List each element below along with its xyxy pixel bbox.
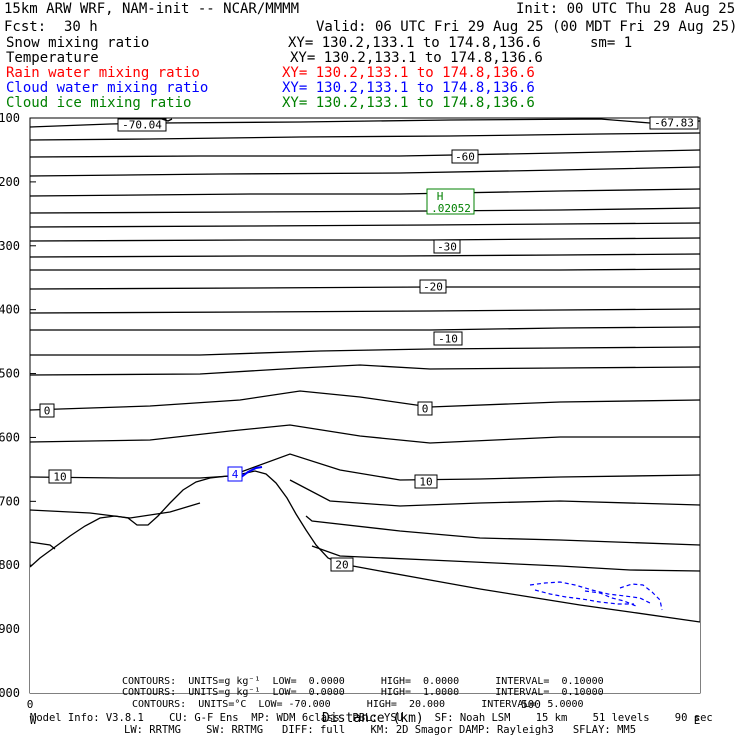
contour-label-box [48,469,72,484]
isotherm-line [29,390,701,411]
isotherm-line [29,286,700,290]
field-name: Cloud water mixing ratio [6,80,209,96]
x-end-label: E [694,714,701,727]
cloud-water-contour [529,581,653,605]
contour-label: -60 [455,151,475,164]
low-marker-tail [161,118,173,122]
cloud-water-contour [239,466,263,479]
isotherm-line [29,132,701,141]
y-tick-label: 300 [0,239,20,253]
model-info-line2: LW: RRTMG SW: RRTMG DIFF: full KM: 2D Sm… [124,724,637,736]
isotherm-line [29,207,701,214]
isotherm-line [30,268,701,271]
contour-label-box [419,279,447,294]
y-tick-label: 700 [0,494,20,508]
contour-label: -67.83 [654,117,694,130]
cloud-water-contour [584,590,637,607]
field-name: Cloud ice mixing ratio [6,95,192,111]
contour-label: -10 [438,333,458,346]
contour-label: 0 [44,405,51,418]
isotherm-line [30,326,701,331]
contour-label-box [433,239,461,254]
forecast-hours: 30 h [64,19,98,35]
isotherm-line [29,149,701,158]
isotherm-line [29,188,701,197]
isotherm-line [289,479,701,507]
field-name: Snow mixing ratio [6,35,150,51]
footer-contours-ice: CONTOURS: UNITS=g kg⁻¹ LOW= 0.0000 HIGH=… [122,676,604,687]
isotherm-line [29,253,701,258]
field-xy: XY= 130.2,133.1 to 174.8,136.6 [288,35,541,51]
y-tick-label: 800 [0,558,20,572]
y-tick-label: 1000 [0,686,20,700]
contour-label-box [451,149,479,164]
cloud-water-label-box [227,466,243,482]
contour-label: -30 [437,241,457,254]
contour-label-box [433,331,463,346]
contour-label: -70.04 [122,119,162,132]
isotherm-line [29,453,701,481]
init-time: Init: 00 UTC Thu 28 Aug 25 [516,1,736,17]
model-title: 15km ARW WRF, NAM-init -- NCAR/MMMM [4,1,300,17]
valid-time: Valid: 06 UTC Fri 29 Aug 25 (00 MDT Fri … [316,19,738,35]
contour-label-box [414,474,438,489]
isotherm-line [311,545,701,572]
isotherm-line [29,237,701,242]
contour-label: -20 [423,281,443,294]
footer-contours-water: CONTOURS: UNITS=g kg⁻¹ LOW= 0.0000 HIGH=… [122,687,604,698]
y-tick-label: 200 [0,175,20,189]
x-start-label: W [30,714,37,727]
isotherm-line [29,222,701,228]
field-xy: XY= 130.2,133.1 to 174.8,136.6 [290,50,543,66]
isotherm-line [29,308,701,314]
contour-label-box [39,403,55,418]
high-marker-value: .02052 [431,202,471,215]
isotherm-line [29,424,700,444]
y-tick-label: 500 [0,367,20,381]
y-tick-label: 600 [0,430,20,444]
contour-label: 10 [53,471,66,484]
model-info-line1: Model Info: V3.8.1 CU: G-F Ens MP: WDM 6… [30,712,713,724]
terrain-fill [30,471,700,693]
field-name: Rain water mixing ratio [6,65,200,81]
cloud-water-label: 4 [232,468,239,481]
contour-label: 20 [335,559,348,572]
isotherm-line [29,166,701,177]
field-name: Temperature [6,50,99,66]
field-xy: XY= 130.2,133.1 to 174.8,136.6 [282,65,535,81]
cloud-water-contour [534,589,634,605]
x-axis-label: Distance (km) [322,711,424,726]
isotherm-line [29,541,56,550]
isotherm-line [305,515,701,546]
contour-label-box [117,118,167,132]
footer-contours-temp: CONTOURS: UNITS=°C LOW= -70.000 HIGH= 20… [132,699,584,710]
contour-label-box [330,557,354,572]
y-tick-label: 400 [0,303,20,317]
field-xy: XY= 130.2,133.1 to 174.8,136.6 [282,95,535,111]
contour-label-box [649,116,699,130]
field-extra: sm= 1 [590,35,633,51]
contour-label-box [417,401,433,416]
cloud-water-contour [619,583,663,611]
isotherm-line [30,346,701,356]
y-tick-label: 900 [0,622,20,636]
y-tick-label: 100 [0,111,20,125]
forecast-label: Fcst: [4,19,47,35]
x-tick-label: 0 [27,698,34,711]
isotherm-line [29,364,701,376]
x-tick-label: 500 [521,698,541,711]
field-xy: XY= 130.2,133.1 to 174.8,136.6 [282,80,535,96]
contour-label: 10 [419,476,432,489]
high-marker-letter: H [437,190,444,203]
high-marker-box [426,188,475,215]
isotherm-line [29,502,201,519]
contour-label: 0 [422,403,429,416]
